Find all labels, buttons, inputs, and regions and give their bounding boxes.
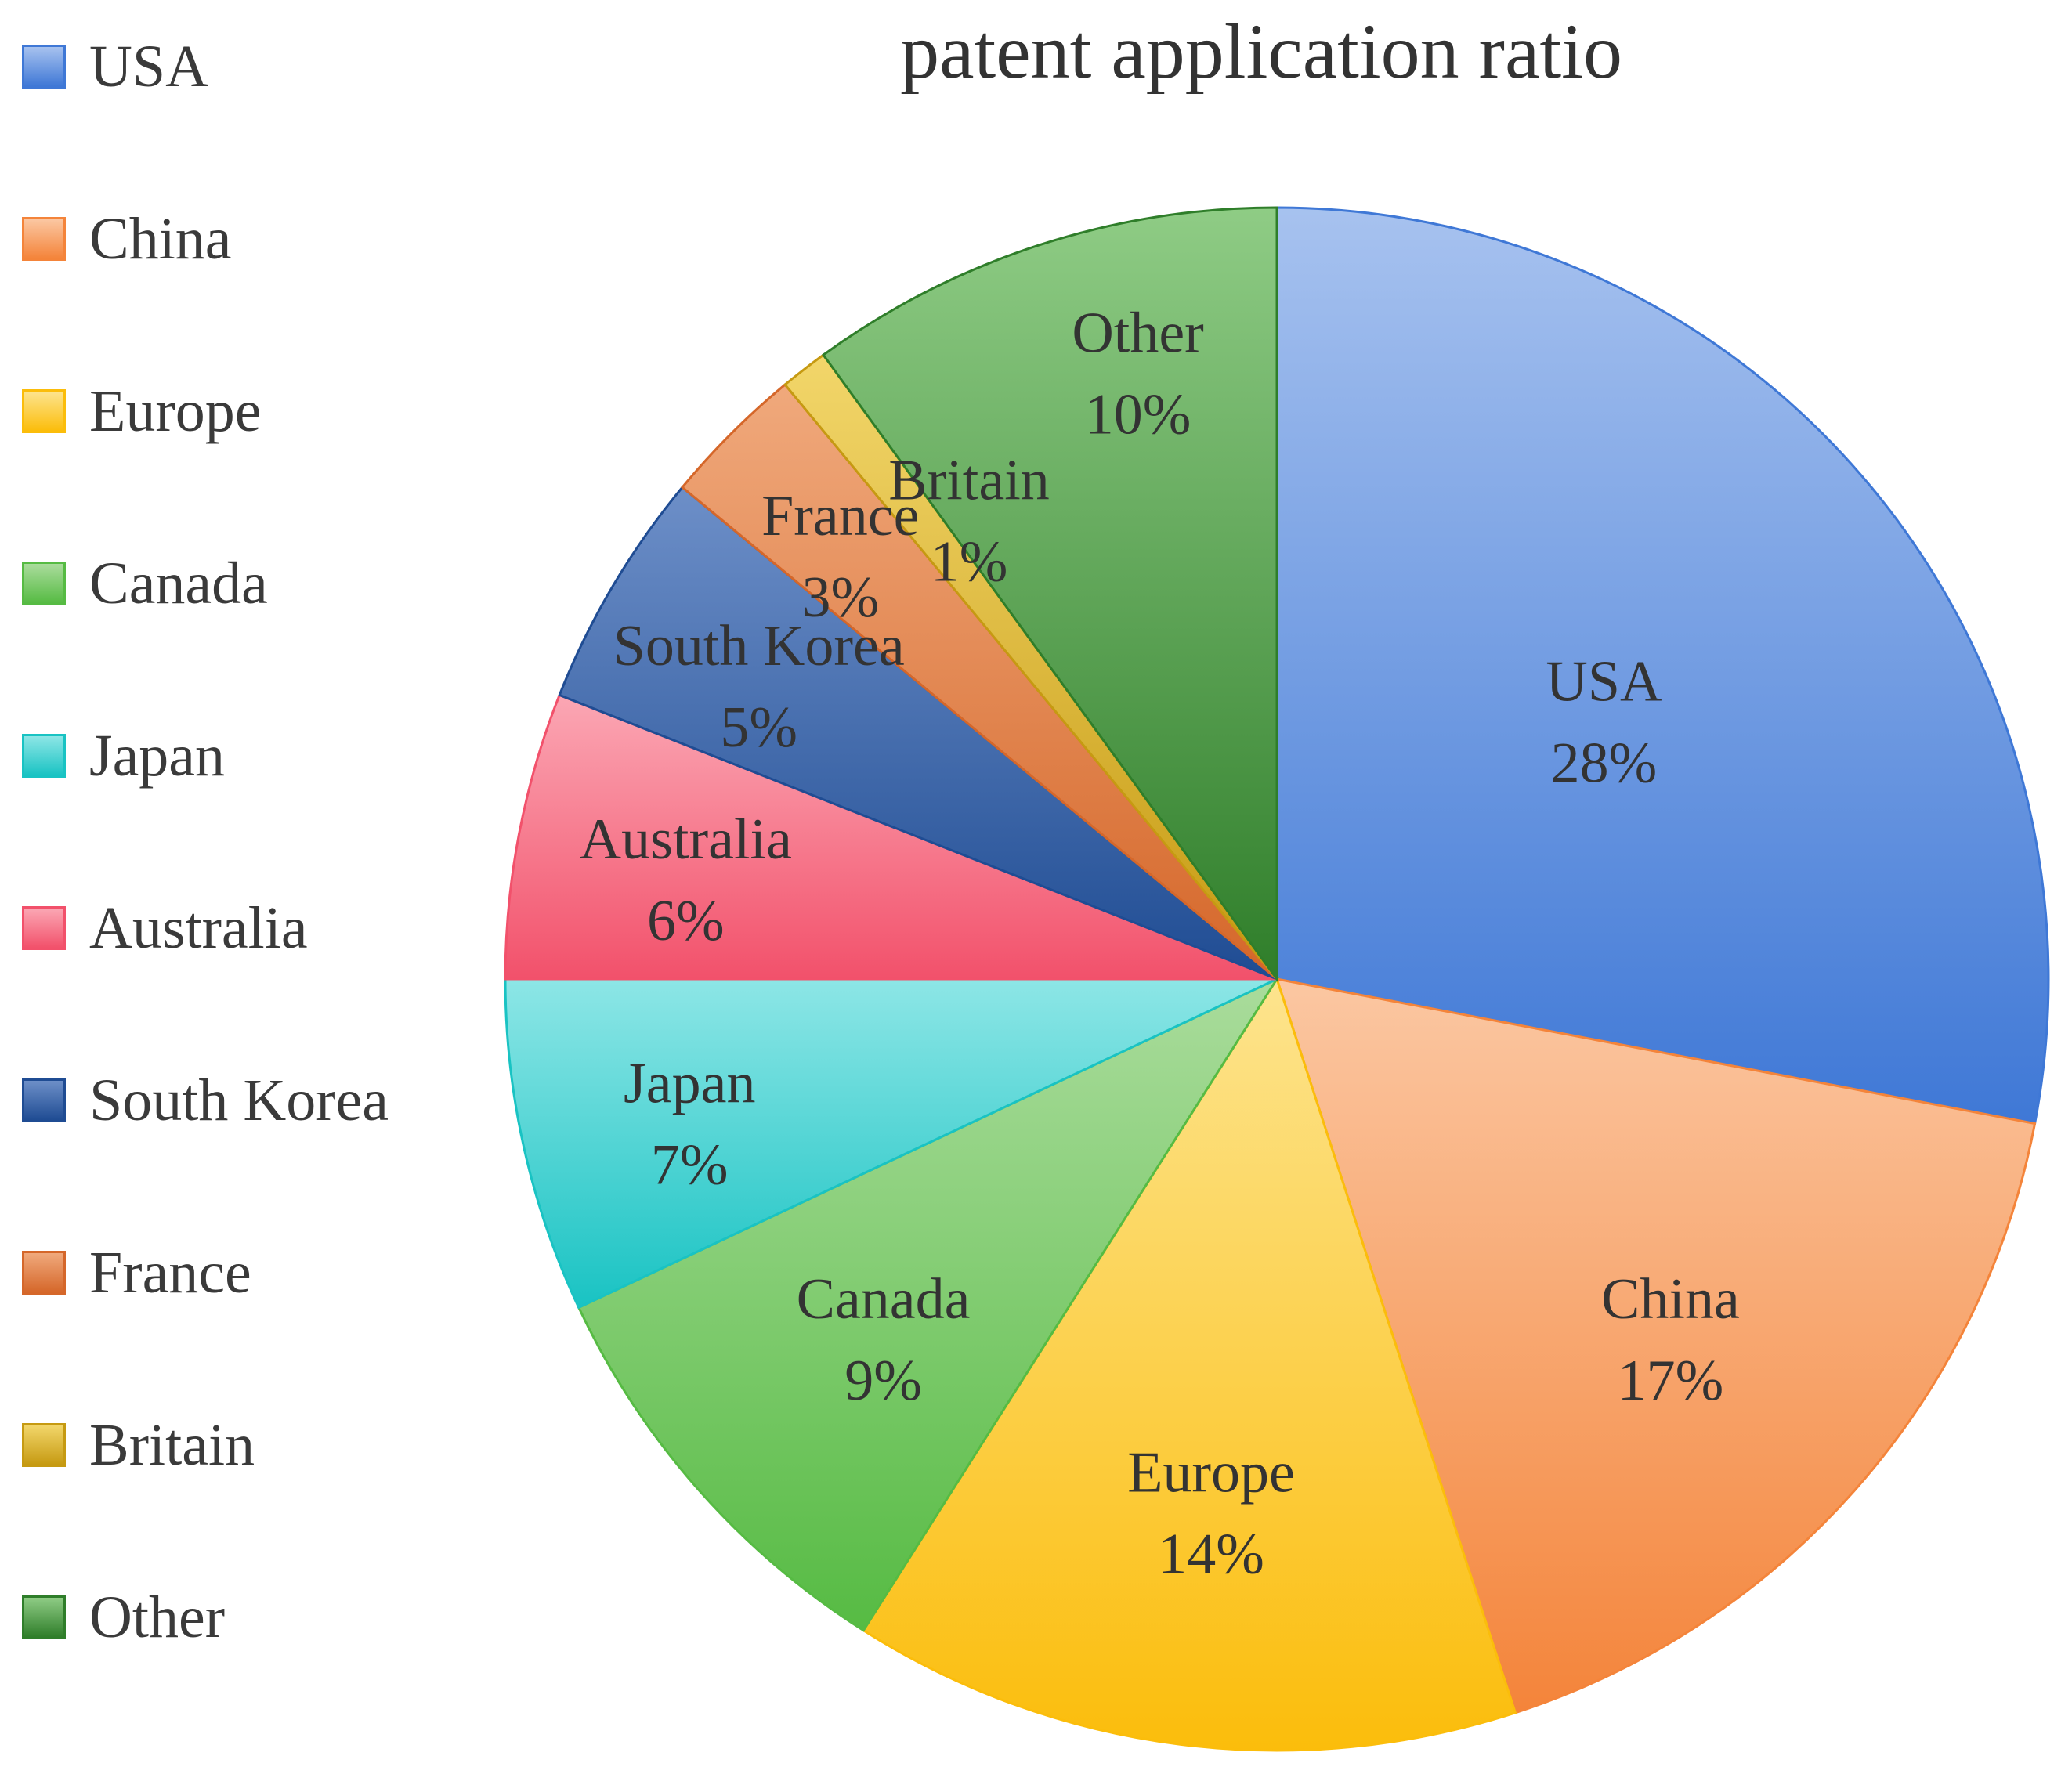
legend-swatch-japan (22, 734, 66, 778)
slice-label-europe: Europe 14% (1127, 1441, 1295, 1587)
legend-label-other: Other (89, 1584, 226, 1650)
legend-item-japan: Japan (22, 713, 225, 799)
legend-label-usa: USA (89, 34, 209, 99)
legend-label-britain: Britain (89, 1412, 255, 1478)
slice-label-britain: Britain 1% (888, 448, 1050, 594)
legend-item-other: Other (22, 1574, 225, 1660)
slice-label-australia: Australia 6% (580, 808, 792, 953)
legend-swatch-canada (22, 562, 66, 605)
slice-labels: USA 28% China 17% Europe 14% Canada 9% Japan 7% Au… (580, 301, 1740, 1586)
legend-swatch-south-korea (22, 1078, 66, 1122)
legend-item-france: France (22, 1230, 251, 1316)
pie-slice-canada (577, 976, 1281, 1632)
pie-slice-japan (504, 977, 1278, 1310)
legend-label-japan: Japan (89, 723, 226, 789)
legend-label-europe: Europe (89, 378, 262, 444)
slice-label-south-korea: South Korea 5% (613, 614, 905, 760)
legend-label-china: China (89, 206, 232, 272)
pie-slice-europe (862, 976, 1517, 1752)
legend-label-canada: Canada (89, 551, 268, 616)
legend-swatch-australia (22, 906, 66, 950)
legend-item-britain: Britain (22, 1402, 255, 1488)
legend-swatch-other (22, 1595, 66, 1639)
slice-label-other: Other 10% (1072, 301, 1204, 446)
pie-slice-china (1275, 977, 2037, 1714)
slice-label-usa: USA 28% (1546, 650, 1662, 796)
pie-slice-south-korea (558, 486, 1278, 981)
legend-label-france: France (89, 1240, 251, 1306)
legend-item-south-korea: South Korea (22, 1057, 389, 1144)
legend-label-australia: Australia (89, 895, 308, 961)
legend-item-usa: USA (22, 23, 208, 110)
legend-item-europe: Europe (22, 368, 261, 454)
legend-item-australia: Australia (22, 885, 308, 971)
legend-swatch-usa (22, 45, 66, 89)
pie-slice-australia (504, 693, 1278, 981)
legend-item-china: China (22, 196, 232, 282)
legend-swatch-europe (22, 389, 66, 433)
legend-label-south-korea: South Korea (89, 1068, 389, 1133)
pie-slice-other (821, 206, 1278, 983)
slice-label-france: France 3% (761, 484, 919, 630)
chart-title: patent application ratio (900, 8, 1622, 95)
legend-item-canada: Canada (22, 540, 268, 627)
slice-label-china: China 17% (1601, 1267, 1740, 1413)
slice-label-japan: Japan 7% (624, 1052, 756, 1198)
legend-swatch-china (22, 217, 66, 261)
legend-swatch-france (22, 1251, 66, 1295)
pie-slice-usa (1275, 206, 2050, 1125)
slice-label-canada: Canada 9% (797, 1267, 971, 1413)
legend-swatch-britain (22, 1423, 66, 1467)
